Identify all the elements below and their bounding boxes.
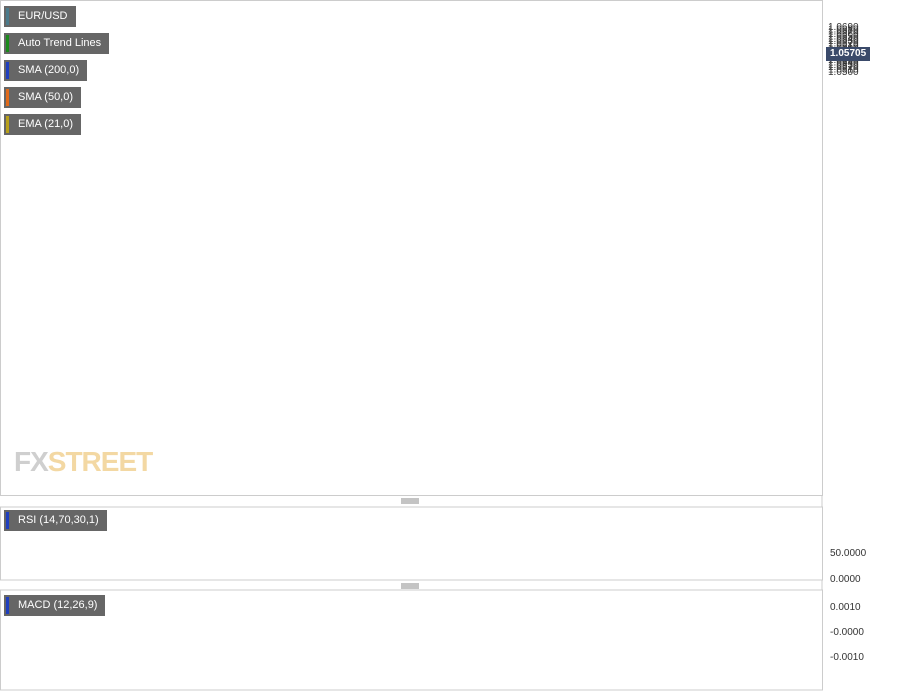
price-tick-label: 1.0650 bbox=[828, 31, 859, 42]
rsi-tick-label: 50.0000 bbox=[830, 548, 867, 559]
rsi-swatch bbox=[6, 512, 9, 529]
rsi-tick-label: 0.0000 bbox=[830, 574, 861, 585]
price-tick-label: 1.0610 bbox=[828, 41, 859, 52]
legend-symbol[interactable]: EUR/USD bbox=[4, 6, 76, 27]
macd-panel-frame bbox=[0, 589, 823, 691]
legend-macd[interactable]: MACD (12,26,9) bbox=[4, 595, 106, 616]
price-tick-label: 1.0670 bbox=[828, 27, 859, 38]
legend-ema21[interactable]: EMA (21,0) bbox=[4, 114, 82, 135]
legend-symbol-label: EUR/USD bbox=[18, 10, 68, 22]
legend-sma50[interactable]: SMA (50,0) bbox=[4, 87, 82, 108]
price-panel-frame bbox=[0, 0, 823, 496]
price-tick-label: 1.0540 bbox=[828, 57, 859, 68]
fxstreet-logo: FXSTREET bbox=[14, 446, 153, 477]
price-tick-label: 1.0520 bbox=[828, 62, 859, 73]
legend-rsi-label: RSI (14,70,30,1) bbox=[18, 514, 99, 526]
legend-trend-lines[interactable]: Auto Trend Lines bbox=[4, 33, 110, 54]
legend-sma50-label: SMA (50,0) bbox=[18, 91, 74, 103]
price-tick-label: 1.0500 bbox=[828, 67, 859, 78]
legend-macd-label: MACD (12,26,9) bbox=[18, 599, 98, 611]
legend-rsi[interactable]: RSI (14,70,30,1) bbox=[4, 510, 107, 531]
price-tick-label: 1.0690 bbox=[828, 22, 859, 33]
price-tick-label: 1.0620 bbox=[828, 39, 859, 50]
rsi-panel-frame bbox=[0, 506, 823, 581]
price-tick-label: 1.0510 bbox=[828, 65, 859, 76]
price-tick-label: 1.0640 bbox=[828, 34, 859, 45]
price-tick-label: 1.0530 bbox=[828, 60, 859, 71]
legend-ema21-label: EMA (21,0) bbox=[18, 118, 74, 130]
macd-tick-label: 0.0010 bbox=[830, 602, 861, 613]
macd-swatch bbox=[6, 597, 9, 614]
trend-lines-swatch bbox=[6, 35, 9, 52]
macd-tick-label: -0.0010 bbox=[830, 652, 864, 663]
macd-tick-label: -0.0000 bbox=[830, 627, 864, 638]
legend-trend-lines-label: Auto Trend Lines bbox=[18, 37, 102, 49]
price-tick-label: 1.0630 bbox=[828, 36, 859, 47]
ema21-swatch bbox=[6, 116, 9, 133]
sma200-swatch bbox=[6, 62, 9, 79]
price-tick-label: 1.0660 bbox=[828, 29, 859, 40]
last-price-tag: 1.05705 bbox=[826, 47, 871, 62]
symbol-swatch bbox=[6, 8, 9, 25]
legend-sma200-label: SMA (200,0) bbox=[18, 64, 80, 76]
price-axis: 1.06901.06801.06701.06601.06501.06401.06… bbox=[821, 0, 859, 690]
price-tick-label: 1.0680 bbox=[828, 24, 859, 35]
legend-sma200[interactable]: SMA (200,0) bbox=[4, 60, 88, 81]
sma50-swatch bbox=[6, 89, 9, 106]
